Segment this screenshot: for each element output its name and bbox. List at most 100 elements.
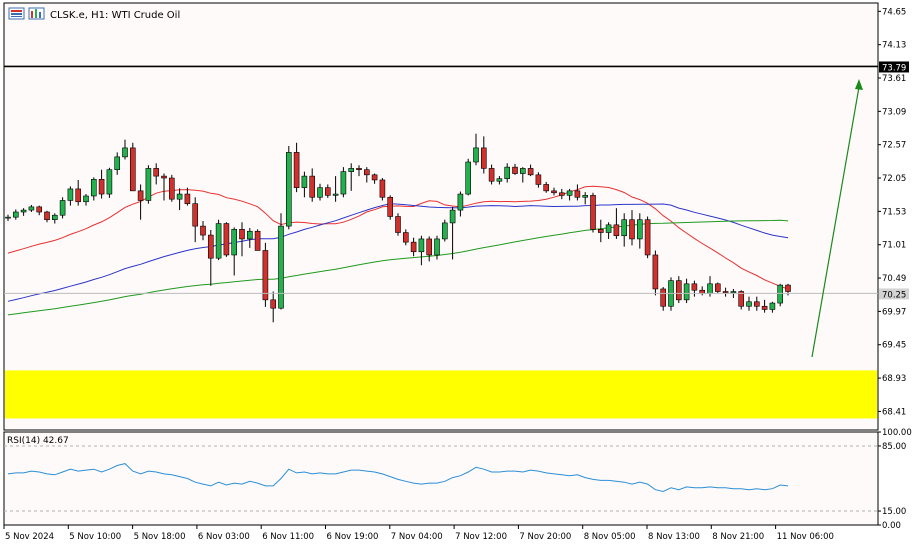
candle-body [683,283,690,301]
rsi-tick-label: 100.00 [882,428,912,438]
candle [169,174,175,202]
y-tick-label: 69.97 [882,307,906,317]
candle-body [285,152,292,227]
x-tick-label: 6 Nov 11:00 [262,532,314,542]
candle-body [28,206,35,211]
candle-body [691,283,698,291]
candle-body [777,284,784,304]
candle [426,236,433,262]
candle [480,136,487,174]
candle-body [239,229,245,240]
candle [5,214,11,221]
candle [59,197,66,219]
x-tick-label: 6 Nov 03:00 [198,532,250,542]
symbol-title: CLSK.e, H1: WTI Crude Oil [50,10,180,21]
candle [44,210,50,223]
arrow-head-icon [855,79,863,90]
candle-body [769,302,776,310]
candle [519,167,526,183]
candle [28,204,35,213]
candle-body [410,241,417,253]
price-panel[interactable] [3,2,879,431]
candle-body [660,288,667,307]
candle [457,191,464,217]
candle [285,145,292,230]
candle-body [426,238,433,256]
candle [597,219,604,243]
candle-body [356,168,362,170]
candle [215,219,222,261]
last-price-label: 70.25 [882,290,906,300]
candle [629,210,635,246]
candle [496,176,503,185]
candle-body [675,280,682,301]
candle [746,296,752,311]
candle [535,172,542,188]
candle-body [551,190,557,194]
candle-body [5,216,11,219]
candle-body [597,229,604,233]
candle [51,213,58,224]
candle [691,280,698,297]
candle-body [317,187,323,198]
y-tick-label: 72.57 [882,141,906,151]
candle [192,197,198,243]
y-tick-label: 71.01 [882,241,906,251]
candle-body [379,179,386,198]
candle [379,178,386,201]
x-tick-label: 8 Nov 21:00 [712,532,764,542]
candle [13,209,19,220]
candle-body [590,195,596,230]
y-tick-label: 71.53 [882,207,906,217]
resistance-price-badge [879,61,909,73]
y-tick-label: 74.65 [882,7,906,17]
candle-body [51,214,58,221]
y-tick-label: 68.93 [882,374,906,384]
candle-body [75,188,81,203]
candle [278,213,284,310]
candle [769,301,776,313]
candle [340,167,347,198]
y-tick-label: 72.05 [882,174,906,184]
candle [130,142,136,192]
candle [441,219,448,242]
candle-body [270,299,277,309]
candle [753,296,760,311]
candle-body [13,211,19,218]
candle-body [582,195,589,198]
x-tick-label: 5 Nov 2024 [5,532,54,542]
rsi-tick-label: 85.00 [882,442,906,452]
candle [200,220,206,241]
candle [293,142,300,193]
x-tick-label: 7 Nov 12:00 [455,532,507,542]
candle [223,222,230,257]
candle-body [215,223,222,259]
candles [5,133,791,323]
projection-arrow[interactable] [811,86,860,358]
x-tick-label: 6 Nov 19:00 [327,532,379,542]
candle-body [208,234,214,259]
candle [83,194,89,206]
candle [473,133,479,166]
chart-type-icon[interactable] [8,7,25,20]
candle-body [363,169,370,176]
candle-body [340,171,347,195]
candle-body [504,166,511,179]
candle [324,184,331,198]
candle [36,205,43,216]
candle-body [457,193,464,211]
candle-body [707,283,713,294]
candle-body [106,169,113,195]
candle-body [434,238,440,256]
x-tick-label: 7 Nov 04:00 [391,532,443,542]
candle-body [161,175,167,179]
candle-body [543,184,550,192]
candle [683,278,690,304]
rsi-panel[interactable] [3,431,879,526]
candle [395,213,401,236]
bars-icon[interactable] [28,7,45,20]
last-price-badge [879,288,909,300]
candle-body [613,224,620,237]
y-tick-label: 70.49 [882,274,906,284]
